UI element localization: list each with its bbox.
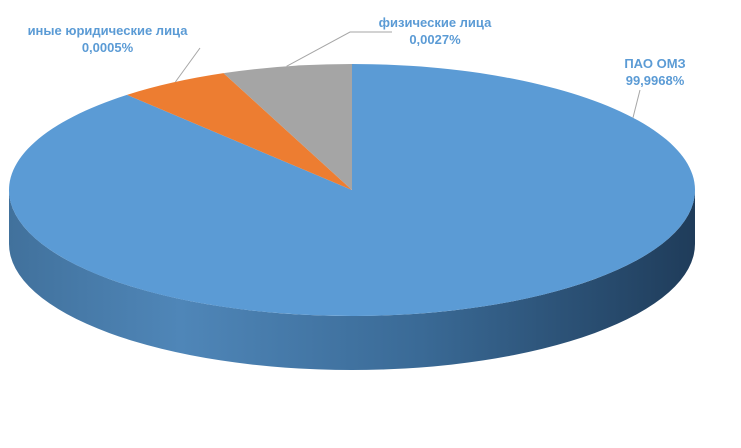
data-label-other-legal-entities: иные юридические лица 0,0005% [10, 22, 205, 56]
data-label-other-legal-name: иные юридические лица [27, 23, 188, 38]
data-label-individuals-value: 0,0027% [409, 32, 461, 47]
data-label-individuals: физические лица 0,0027% [360, 14, 510, 48]
data-label-pao-omz-name: ПАО ОМЗ [624, 56, 686, 71]
data-label-pao-omz-value: 99,9968% [625, 73, 685, 88]
data-label-other-legal-value: 0,0005% [81, 40, 134, 55]
leader-line-other-legal-entities [174, 47, 201, 83]
pie-slice-individuals [223, 64, 352, 190]
pie-side-wall [9, 190, 695, 370]
data-label-individuals-name: физические лица [378, 15, 492, 30]
data-label-pao-omz: ПАО ОМЗ 99,9968% [600, 55, 710, 89]
pie-slice-other-legal-entities [126, 73, 352, 190]
leader-line-individuals [286, 31, 392, 67]
pie-slice-pao-omz [9, 64, 696, 316]
leader-line-pao-omz [632, 89, 641, 118]
